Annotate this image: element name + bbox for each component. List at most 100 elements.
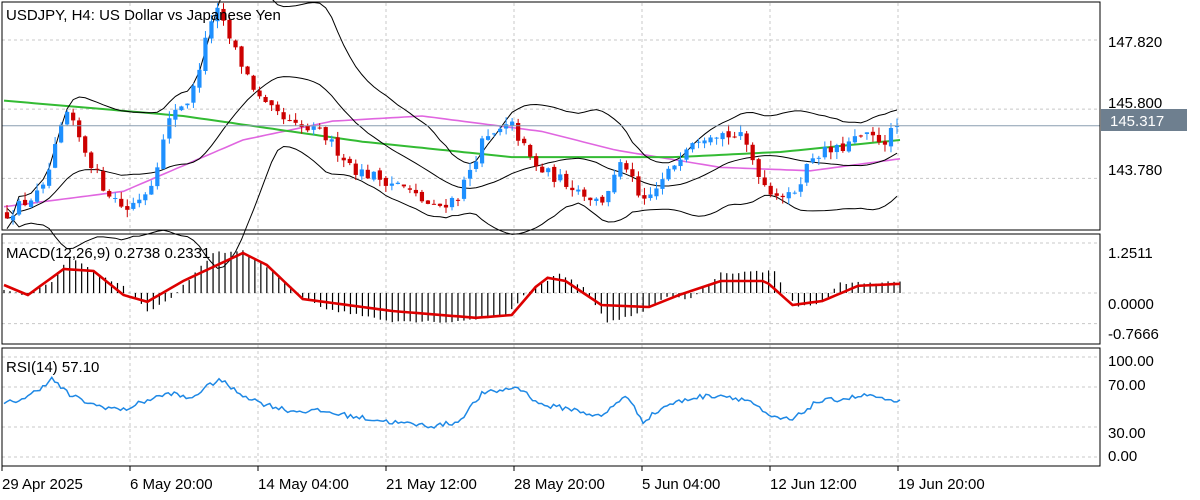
candle-body bbox=[107, 190, 112, 197]
candle-body bbox=[323, 127, 328, 141]
candle-body bbox=[239, 46, 244, 67]
candle-body bbox=[275, 104, 280, 112]
candle-body bbox=[419, 191, 425, 202]
time-tick-label: 29 Apr 2025 bbox=[2, 476, 83, 493]
candle-body bbox=[371, 171, 376, 180]
candle-body bbox=[131, 202, 136, 209]
candle-body bbox=[203, 37, 208, 71]
candle-body bbox=[28, 200, 34, 208]
candle-body bbox=[197, 69, 202, 88]
price-tick-label: 147.820 bbox=[1108, 34, 1162, 51]
macd-histogram bbox=[3, 250, 901, 323]
rsi-tick-label: 0.00 bbox=[1108, 448, 1137, 465]
price-axis: 147.820 145.800 143.780 145.317 bbox=[1101, 34, 1187, 179]
rsi-label: RSI(14) 57.10 bbox=[6, 359, 99, 376]
candle-body bbox=[864, 132, 870, 135]
candle-body bbox=[612, 174, 617, 193]
candle-body bbox=[816, 157, 821, 159]
candle-body bbox=[77, 120, 82, 138]
candle-body bbox=[167, 118, 172, 139]
candle-body bbox=[281, 112, 286, 120]
candle-body bbox=[317, 127, 322, 129]
candle-body bbox=[744, 133, 749, 145]
time-tick-label: 6 May 20:00 bbox=[130, 476, 213, 493]
time-tick-label: 14 May 04:00 bbox=[258, 476, 349, 493]
candle-body bbox=[191, 85, 196, 103]
candle-body bbox=[552, 166, 557, 182]
candle-body bbox=[858, 135, 864, 137]
candle-body bbox=[245, 66, 250, 75]
macd-panel: MACD(12,26,9) 0.2738 0.2331 bbox=[3, 245, 901, 323]
candle-body bbox=[209, 21, 214, 39]
candle-body bbox=[173, 109, 178, 120]
candle-body bbox=[534, 156, 539, 167]
candle-body bbox=[762, 177, 767, 186]
candle-body bbox=[413, 189, 419, 194]
candle-body bbox=[876, 134, 882, 143]
macd-panel-frame bbox=[1, 233, 1101, 345]
candle-body bbox=[479, 138, 485, 164]
candle-body bbox=[377, 170, 382, 180]
candle-body bbox=[582, 189, 587, 197]
candle-body bbox=[870, 131, 876, 136]
time-tick-label: 12 Jun 12:00 bbox=[770, 476, 857, 493]
candle-body bbox=[251, 75, 256, 90]
candle-body bbox=[215, 7, 220, 22]
candle-body bbox=[353, 163, 358, 175]
candle-body bbox=[95, 168, 100, 170]
candle-body bbox=[437, 203, 443, 206]
candle-body bbox=[65, 111, 70, 125]
candle-body bbox=[576, 189, 581, 192]
candle-body bbox=[690, 143, 695, 150]
candle-body bbox=[804, 163, 809, 183]
candle-body bbox=[588, 197, 593, 201]
candle-body bbox=[461, 179, 467, 199]
macd-signal-line bbox=[3, 251, 901, 320]
candle-body bbox=[738, 132, 743, 137]
candle-body bbox=[227, 19, 232, 39]
candle-body bbox=[708, 137, 713, 143]
candle-body bbox=[522, 138, 527, 144]
candle-body bbox=[149, 185, 154, 195]
candle-body bbox=[684, 149, 689, 160]
candle-body bbox=[810, 158, 815, 163]
rsi-panel: RSI(14) 57.10 bbox=[3, 359, 901, 429]
bollinger-lower bbox=[6, 145, 898, 269]
candle-body bbox=[401, 184, 406, 187]
candle-body bbox=[293, 119, 298, 123]
candle-body bbox=[185, 103, 190, 106]
candle-body bbox=[119, 198, 124, 207]
candle-body bbox=[594, 198, 599, 201]
candle-body bbox=[485, 136, 491, 140]
candle-body bbox=[732, 136, 737, 138]
candle-body bbox=[389, 183, 394, 186]
candle-body bbox=[431, 203, 437, 205]
rsi-tick-label: 70.00 bbox=[1108, 377, 1146, 394]
rsi-axis: 100.00 70.00 30.00 0.00 bbox=[1108, 353, 1154, 465]
candle-body bbox=[383, 177, 388, 186]
candle-body bbox=[305, 125, 310, 131]
candle-body bbox=[407, 188, 413, 190]
candle-body bbox=[852, 136, 858, 143]
rsi-panel-frame bbox=[1, 347, 1101, 467]
candle-body bbox=[756, 159, 761, 177]
candle-body bbox=[828, 146, 833, 153]
candle-body bbox=[702, 140, 707, 144]
macd-label: MACD(12,26,9) 0.2738 0.2331 bbox=[6, 245, 210, 262]
candle-body bbox=[233, 40, 238, 48]
candle-body bbox=[89, 152, 94, 169]
rsi-tick-label: 30.00 bbox=[1108, 425, 1146, 442]
candle-body bbox=[750, 144, 755, 161]
candle-body bbox=[137, 199, 142, 204]
candle-body bbox=[71, 112, 76, 121]
candle-body bbox=[528, 144, 533, 157]
candle-body bbox=[630, 169, 635, 177]
candle-body bbox=[269, 100, 274, 106]
macd-axis: 1.2511 0.0000 -0.7666 bbox=[1108, 245, 1159, 343]
candle-body bbox=[4, 212, 10, 219]
time-tick-label: 21 May 12:00 bbox=[386, 476, 477, 493]
candle-body bbox=[365, 169, 370, 179]
candle-body bbox=[221, 8, 226, 21]
candle-body bbox=[834, 144, 839, 153]
time-tick-label: 19 Jun 20:00 bbox=[898, 476, 985, 493]
